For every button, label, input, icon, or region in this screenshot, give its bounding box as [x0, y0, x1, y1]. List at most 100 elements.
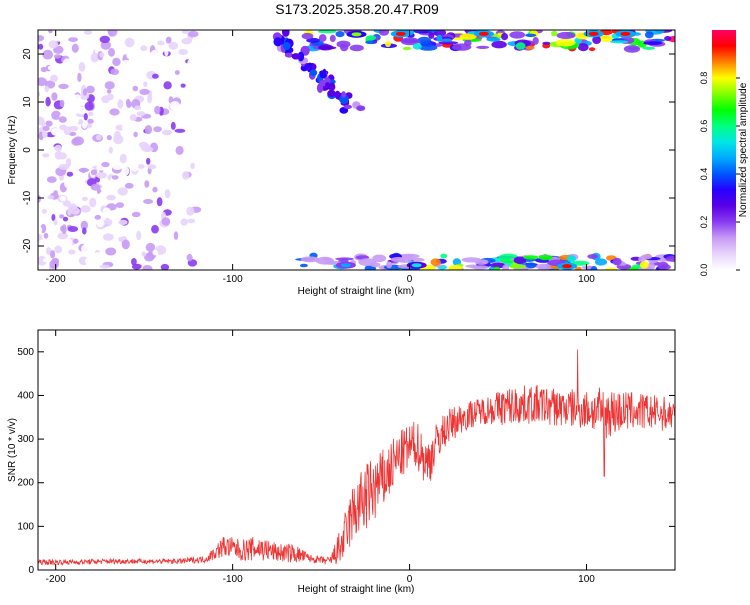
heatmap-cell — [318, 34, 327, 42]
heatmap-cell — [51, 257, 60, 265]
heatmap-cell — [140, 45, 148, 52]
heatmap-cell — [68, 37, 78, 42]
heatmap-cell — [67, 203, 78, 210]
heatmap-cell — [356, 105, 366, 111]
heatmap-cell — [51, 214, 56, 221]
heatmap-cell — [42, 258, 48, 263]
heatmap-cell — [493, 266, 501, 270]
heatmap-cell — [67, 226, 79, 232]
heatmap-cell — [566, 255, 577, 263]
heatmap-cell — [329, 82, 336, 91]
heatmap-cell — [577, 43, 589, 52]
heatmap-cell — [38, 116, 45, 126]
heatmap-cell — [90, 52, 99, 63]
heatmap-cell — [647, 262, 655, 270]
heatmap-cell — [365, 35, 377, 41]
heatmap-cell — [112, 254, 121, 259]
heatmap-cell — [341, 91, 346, 98]
heatmap-cell — [448, 264, 463, 270]
heatmap-cell — [538, 254, 553, 261]
heatmap-cell — [140, 143, 151, 152]
heatmap-cell — [459, 33, 477, 40]
heatmap-cell — [101, 161, 110, 168]
heatmap-hotspot — [620, 31, 631, 36]
heatmap-cell — [588, 47, 596, 52]
heatmap-cell — [297, 51, 305, 62]
heatmap-cell — [53, 190, 58, 195]
x-tick-label: -100 — [223, 574, 243, 585]
x-tick-label: 100 — [578, 274, 595, 285]
heatmap-cell — [48, 30, 53, 34]
heatmap-cell — [72, 73, 79, 82]
heatmap-hotspot — [562, 264, 573, 269]
heatmap-cell — [317, 30, 337, 34]
heatmap-cell — [141, 216, 151, 227]
heatmap-cell — [358, 258, 377, 266]
heatmap-cell — [112, 164, 123, 170]
heatmap-cell — [400, 37, 420, 46]
heatmap-cell — [59, 90, 67, 95]
heatmap-cell — [299, 263, 308, 268]
heatmap-cell — [51, 110, 61, 121]
heatmap-cell — [108, 146, 113, 154]
heatmap-cell — [154, 95, 160, 101]
heatmap-cell — [315, 256, 334, 265]
heatmap-cell — [68, 249, 76, 255]
colorbar-tick-label: 0.8 — [699, 72, 709, 85]
heatmap-cell — [54, 245, 63, 254]
heatmap-cell — [62, 216, 69, 222]
heatmap-cell — [90, 169, 97, 176]
heatmap-cell — [664, 36, 672, 41]
heatmap-cell — [51, 128, 61, 136]
heatmap-cell — [306, 37, 320, 43]
heatmap-cell — [151, 224, 159, 234]
heatmap-cell — [171, 252, 178, 257]
heatmap-cell — [502, 264, 509, 270]
heatmap-cell — [96, 66, 105, 75]
heatmap-cell — [84, 101, 94, 111]
heatmap-cell — [163, 81, 172, 90]
heatmap-cell — [83, 30, 93, 35]
heatmap-cell — [509, 264, 526, 269]
y-tick-label: 200 — [17, 478, 34, 489]
heatmap-cell — [152, 249, 158, 256]
heatmap-hotspot — [588, 31, 599, 36]
heatmap-cell — [88, 111, 94, 117]
heatmap-cell — [515, 42, 526, 50]
heatmap-cell — [88, 72, 98, 78]
heatmap-cell — [658, 264, 671, 270]
heatmap-cell — [95, 259, 100, 267]
heatmap-cell — [99, 84, 104, 91]
heatmap-cell — [146, 157, 151, 165]
heatmap-cell — [187, 59, 193, 66]
y-tick-label: 0 — [28, 565, 34, 576]
heatmap-cell — [124, 182, 134, 189]
snr-panel: -200 -100 0 100 0 100 200 300 400 500 Height of s… — [7, 329, 676, 595]
heatmap-cell — [117, 194, 128, 201]
heatmap-cell — [106, 194, 116, 201]
heatmap-cell — [87, 118, 94, 124]
heatmap-cell — [69, 115, 79, 125]
heatmap-cell — [316, 83, 324, 93]
heatmap-cell — [132, 85, 139, 92]
heatmap-cell — [343, 104, 352, 109]
heatmap-cell — [426, 30, 441, 33]
heatmap-cell — [122, 117, 130, 125]
heatmap-cell — [71, 43, 79, 53]
colorbar-ticks: 0.0 0.2 0.4 0.6 0.8 — [699, 72, 740, 276]
heatmap-cell — [89, 197, 97, 208]
heatmap-cell — [38, 91, 41, 97]
heatmap-cell — [152, 186, 158, 193]
heatmap-cell — [525, 46, 535, 50]
snr-frame — [37, 329, 676, 571]
heatmap-cell — [525, 262, 537, 269]
heatmap-cell — [282, 30, 290, 37]
heatmap-cell — [93, 252, 104, 261]
heatmap-cell — [187, 30, 199, 38]
heatmap-cell — [173, 231, 179, 240]
heatmap-cell — [95, 134, 102, 141]
heatmap-cell — [178, 49, 189, 55]
heatmap-cell — [80, 205, 91, 213]
heatmap-cell — [327, 89, 336, 97]
